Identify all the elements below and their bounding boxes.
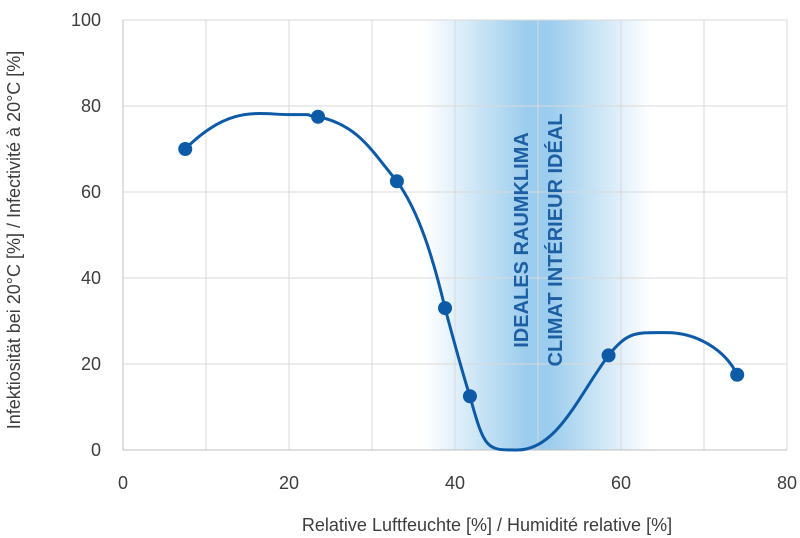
data-point [462, 389, 477, 404]
y-tick-label: 100 [71, 10, 101, 30]
x-tick-label: 20 [279, 473, 299, 493]
y-tick-labels: 0 20 40 60 80 100 [71, 10, 101, 460]
y-tick-label: 60 [81, 182, 101, 202]
x-tick-label: 60 [611, 473, 631, 493]
y-tick-label: 80 [81, 96, 101, 116]
data-point [730, 367, 745, 382]
data-points [178, 109, 745, 404]
data-point [311, 109, 326, 124]
x-tick-label: 0 [118, 473, 128, 493]
x-tick-label: 40 [445, 473, 465, 493]
y-axis-label: Infektiosität bei 20°C [%] / Infectivité… [4, 51, 24, 430]
series-line [184, 112, 739, 452]
x-tick-label: 80 [777, 473, 797, 493]
data-point [178, 142, 193, 156]
band-labels: IDEALES RAUMKLIMA CLIMAT INTÉRIEUR IDÉAL [511, 114, 567, 367]
data-point [438, 301, 453, 316]
band-label: IDEALES RAUMKLIMA [511, 132, 533, 348]
data-point [389, 174, 404, 189]
data-point [601, 348, 616, 363]
x-tick-labels: 0 20 40 60 80 [118, 473, 797, 493]
band-label: CLIMAT INTÉRIEUR IDÉAL [544, 114, 567, 367]
y-tick-label: 0 [91, 440, 101, 460]
y-tick-label: 20 [81, 354, 101, 374]
y-tick-label: 40 [81, 268, 101, 288]
grid [122, 19, 788, 451]
x-axis-label: Relative Luftfeuchte [%] / Humidité rela… [302, 515, 672, 535]
